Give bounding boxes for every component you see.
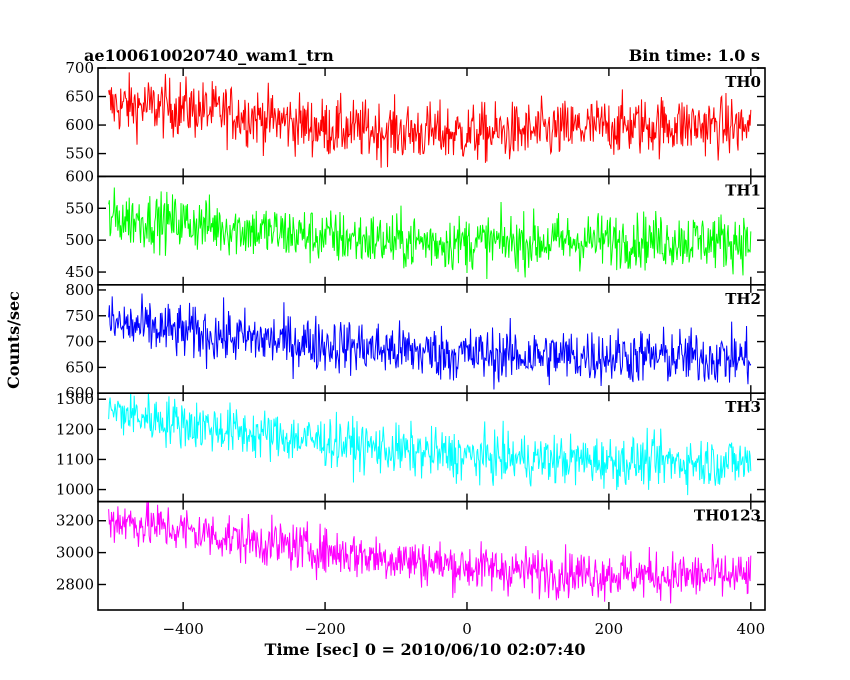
- y-tick-label: 1100: [56, 450, 94, 468]
- panel-th2: 600 650 700 750 800 TH2: [65, 281, 766, 402]
- y-tick-label: 650: [65, 88, 94, 106]
- panel-th0: 550 600 650 700 TH0: [65, 59, 766, 178]
- y-axis-label: Counts/sec: [4, 291, 23, 389]
- y-tick-label: 550: [65, 199, 94, 217]
- panel-name-label: TH3: [725, 398, 761, 416]
- series-line-th2: [108, 293, 752, 390]
- x-tick-label: 0: [462, 620, 472, 638]
- y-tick-label: 650: [65, 358, 94, 376]
- y-tick-label: 450: [65, 263, 94, 281]
- y-tick-label: 1200: [56, 420, 94, 438]
- y-tick-label: 1300: [56, 390, 94, 408]
- x-tick-label: −200: [304, 620, 345, 638]
- x-tick-label: −400: [163, 620, 204, 638]
- y-tick-label: 3200: [56, 512, 94, 530]
- series-line-th0: [108, 72, 752, 168]
- panel-th0123: 2800 3000 3200 TH0123: [56, 500, 766, 611]
- y-tick-label: 2800: [56, 575, 94, 593]
- y-tick-label: 750: [65, 307, 94, 325]
- panel-name-label: TH0123: [694, 507, 761, 525]
- y-tick-label: 700: [65, 333, 94, 351]
- bin-time-label: Bin time: 1.0 s: [629, 46, 760, 65]
- y-tick-label: 700: [65, 59, 94, 77]
- series-line-th0123: [108, 501, 752, 604]
- panel-name-label: TH0: [725, 73, 761, 91]
- x-tick-label: 400: [736, 620, 765, 638]
- y-tick-label: 1000: [56, 481, 94, 499]
- y-tick-label: 600: [65, 167, 94, 185]
- series-line-th3: [108, 393, 752, 496]
- panel-frame: [97, 500, 766, 611]
- x-axis: −400 −200 0 200 400: [163, 620, 766, 638]
- panels-group: 550 600 650 700 TH0 450 500 550 600 TH1 600 650 700 7…: [56, 59, 766, 611]
- chart-title: ae100610020740_wam1_trn: [84, 46, 334, 65]
- y-tick-label: 600: [65, 384, 94, 402]
- y-tick-label: 800: [65, 281, 94, 299]
- panel-th1: 450 500 550 600 TH1: [65, 167, 766, 286]
- panel-name-label: TH2: [725, 290, 761, 308]
- y-tick-label: 3000: [56, 544, 94, 562]
- x-tick-label: 200: [595, 620, 624, 638]
- y-tick-label: 500: [65, 231, 94, 249]
- y-tick-label: 600: [65, 116, 94, 134]
- y-tick-label: 550: [65, 145, 94, 163]
- series-line-th1: [108, 187, 752, 279]
- x-axis-label: Time [sec] 0 = 2010/06/10 02:07:40: [265, 640, 586, 659]
- panel-th3: 1000 1100 1200 1300 TH3: [56, 390, 766, 503]
- panel-name-label: TH1: [725, 181, 761, 199]
